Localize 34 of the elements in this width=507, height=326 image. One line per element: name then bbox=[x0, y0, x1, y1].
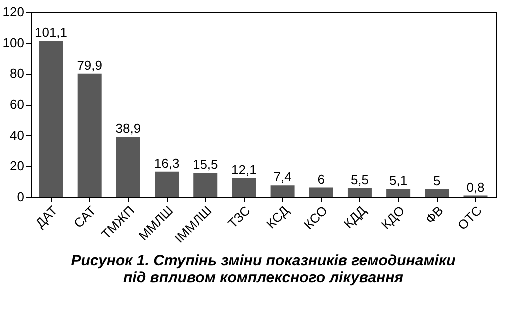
y-tick-label: 40 bbox=[10, 128, 24, 143]
bar bbox=[348, 188, 372, 197]
data-label: 5 bbox=[434, 173, 441, 188]
data-label: 15,5 bbox=[192, 157, 218, 172]
x-tick-label: ТЗС bbox=[225, 203, 254, 232]
bar bbox=[194, 173, 218, 197]
y-tick-label: 100 bbox=[2, 35, 24, 50]
data-label: 6 bbox=[318, 172, 325, 187]
x-tick-label: ФВ bbox=[422, 203, 446, 227]
bar bbox=[232, 178, 256, 197]
y-tick-label: 20 bbox=[10, 158, 24, 174]
bar bbox=[116, 137, 140, 197]
data-label: 7,4 bbox=[274, 170, 292, 185]
y-tick-label: 80 bbox=[10, 66, 24, 82]
data-label: 101,1 bbox=[34, 25, 68, 40]
bar bbox=[386, 189, 411, 197]
bar bbox=[309, 188, 334, 197]
data-label: 0,8 bbox=[466, 180, 485, 195]
bar bbox=[78, 74, 102, 197]
y-tick-label: 120 bbox=[2, 4, 24, 20]
text: Рисунок 1. Ступінь зміни показників гемодинаміки під впливом комплексного лікування bbox=[71, 252, 456, 287]
bar bbox=[270, 186, 295, 197]
y-tick-label: 0 bbox=[17, 190, 24, 204]
data-label: 5,5 bbox=[350, 172, 370, 188]
data-label: 16,3 bbox=[154, 156, 180, 171]
bar bbox=[39, 41, 64, 197]
bar bbox=[155, 172, 180, 197]
bar bbox=[425, 189, 450, 197]
data-label: 5,1 bbox=[390, 173, 408, 188]
x-tick-label: САТ bbox=[70, 203, 100, 232]
data-label: 79,9 bbox=[77, 58, 103, 73]
data-label: 12,1 bbox=[232, 162, 257, 178]
data-label: 38,9 bbox=[116, 121, 142, 136]
y-tick-label: 60 bbox=[10, 97, 24, 112]
